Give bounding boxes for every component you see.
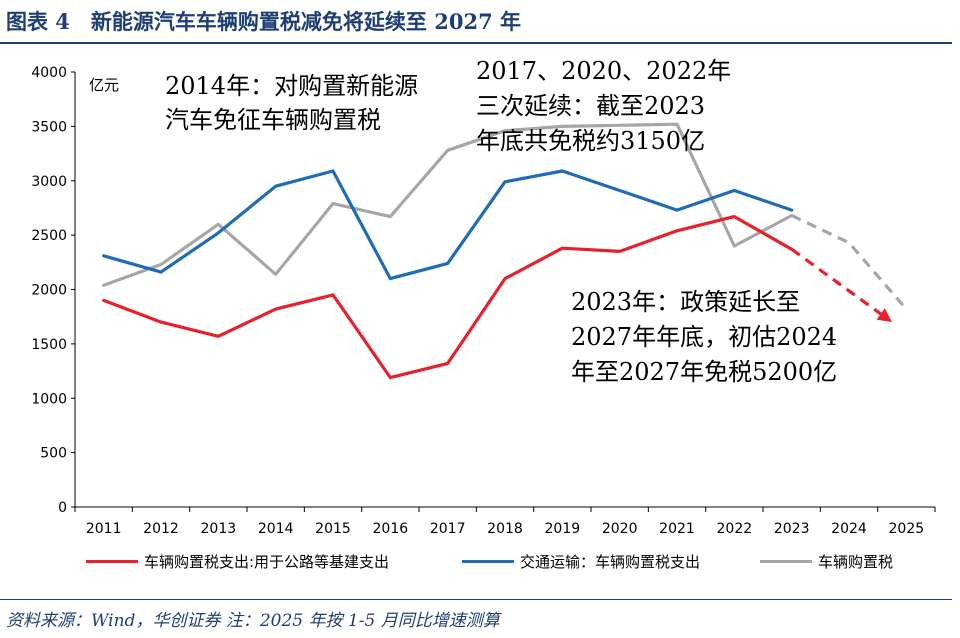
annotation-2-line: 年至2027年免税5200亿 xyxy=(571,358,837,386)
x-tick-label: 2025 xyxy=(889,521,925,537)
x-tick-label: 2011 xyxy=(86,521,122,537)
y-tick-label: 500 xyxy=(40,446,67,462)
legend-swatch-red xyxy=(86,560,138,563)
x-tick-label: 2016 xyxy=(373,521,409,537)
series-line-2 xyxy=(102,122,794,287)
x-tick-label: 2020 xyxy=(602,521,638,537)
series-projection-gray xyxy=(791,214,908,311)
legend-swatch-blue xyxy=(462,560,514,563)
x-tick-label: 2015 xyxy=(315,521,351,537)
line-chart: 0 500 1000 1500 2000 2500 3000 3500 4000 2011 2012… xyxy=(31,57,936,537)
y-tick-label: 0 xyxy=(58,500,67,516)
y-tick-label: 2000 xyxy=(31,283,67,299)
chart-legend: 车辆购置税支出:用于公路等基建支出 交通运输：车辆购置税支出 车辆购置税 xyxy=(0,551,960,581)
legend-item-red: 车辆购置税支出:用于公路等基建支出 xyxy=(86,551,389,572)
y-tick-label: 1500 xyxy=(31,337,67,353)
y-tick-label: 4000 xyxy=(31,65,67,81)
y-tick-label: 2500 xyxy=(31,228,67,244)
annotation-2-line: 2023年：政策延长至 xyxy=(571,288,800,316)
x-tick-label: 2021 xyxy=(659,521,695,537)
x-tick-label: 2014 xyxy=(258,521,294,537)
x-tick-label: 2018 xyxy=(487,521,523,537)
y-tick-label: 3000 xyxy=(31,174,67,190)
x-tick-label: 2013 xyxy=(201,521,237,537)
series-line-1 xyxy=(102,169,794,281)
y-unit-label: 亿元 xyxy=(89,76,119,94)
legend-item-blue: 交通运输：车辆购置税支出 xyxy=(462,551,700,572)
annotation-2-line: 2027年年底，初估2024 xyxy=(571,323,837,351)
annotation-1-line: 年底共免税约3150亿 xyxy=(476,127,705,155)
x-tick-label: 2012 xyxy=(143,521,179,537)
legend-swatch-gray xyxy=(760,560,812,563)
series-projection-red xyxy=(790,247,882,316)
x-tick-label: 2023 xyxy=(774,521,810,537)
annotation-1-line: 三次延续：截至2023 xyxy=(476,92,705,120)
series-line-0 xyxy=(102,215,794,380)
figure-title: 图表 4 新能源汽车车辆购置税减免将延续至 2027 年 xyxy=(6,9,521,34)
legend-item-gray: 车辆购置税 xyxy=(760,551,893,572)
legend-label-gray: 车辆购置税 xyxy=(818,553,894,571)
x-tick-label: 2019 xyxy=(545,521,581,537)
y-tick-label: 1000 xyxy=(31,391,67,407)
header-rule xyxy=(0,42,952,44)
y-tick-label: 3500 xyxy=(31,119,67,135)
x-tick-label: 2017 xyxy=(430,521,466,537)
footer-rule xyxy=(0,599,952,600)
x-tick-label: 2022 xyxy=(717,521,753,537)
x-tick-label: 2024 xyxy=(831,521,867,537)
annotation-0-line: 2014年：对购置新能源 xyxy=(165,72,418,100)
source-note: 资料来源：Wind，华创证券 注：2025 年按 1-5 月同比增速测算 xyxy=(6,611,500,631)
legend-label-blue: 交通运输：车辆购置税支出 xyxy=(520,553,701,571)
figure-header: 图表 4 新能源汽车车辆购置税减免将延续至 2027 年 xyxy=(0,0,960,46)
annotation-0-line: 汽车免征车辆购置税 xyxy=(165,106,381,134)
legend-label-red: 车辆购置税支出:用于公路等基建支出 xyxy=(144,553,390,571)
annotation-1-line: 2017、2020、2022年 xyxy=(476,57,731,85)
projection-arrowhead xyxy=(876,308,892,323)
